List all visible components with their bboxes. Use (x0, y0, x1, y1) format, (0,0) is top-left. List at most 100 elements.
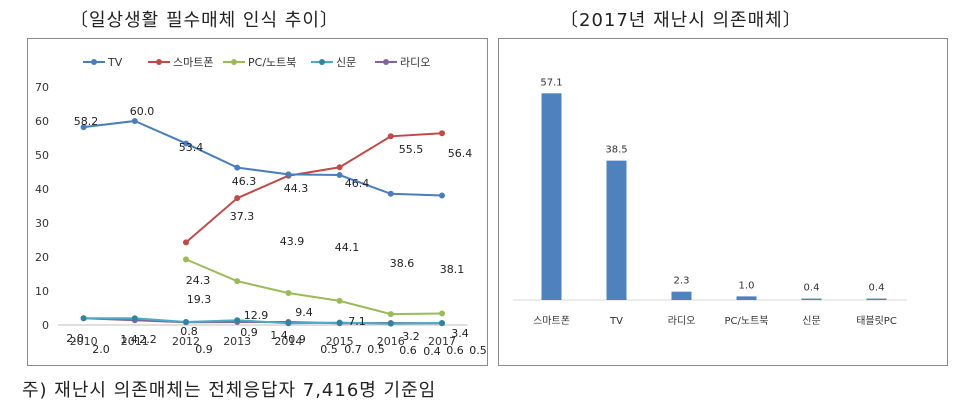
data-label: 46.4 (345, 177, 370, 190)
bar-chart: 57.1 스마트폰 38.5 TV 2.3 라디오 1.0 PC/노트북 0.4 신문 0.4 태블릿… (513, 77, 907, 327)
data-point (439, 310, 445, 317)
y-tick-label: 10 (35, 285, 49, 298)
legend-marker (156, 59, 162, 65)
data-point (439, 192, 445, 199)
x-tick-label: 2010 (70, 335, 98, 348)
data-label: 19.3 (187, 293, 212, 306)
y-tick-label: 40 (35, 183, 49, 196)
data-label: 0.9 (240, 326, 258, 339)
data-label: 38.6 (390, 257, 415, 270)
bar-category-label: 스마트폰 (533, 315, 570, 327)
data-label: 3.4 (451, 327, 469, 340)
data-point (387, 320, 394, 327)
y-tick-label: 30 (35, 217, 49, 230)
bar-category-label: 태블릿PC (856, 315, 897, 327)
y-tick-label: 50 (35, 149, 49, 162)
bar-category-label: PC/노트북 (725, 315, 769, 327)
bar (866, 298, 887, 300)
x-tick-label: 2014 (274, 335, 302, 348)
legend-marker (383, 59, 389, 65)
data-label: 3.2 (402, 330, 420, 343)
bar-value-label: 0.4 (804, 283, 820, 294)
x-tick-label: 2016 (377, 335, 405, 348)
y-tick-label: 70 (35, 81, 49, 94)
bar (801, 298, 822, 300)
bar-category-label: TV (609, 316, 623, 327)
data-label: 44.3 (284, 182, 309, 195)
data-label: 0.4 (423, 345, 441, 358)
bar-value-label: 1.0 (739, 280, 755, 291)
legend-label: PC/노트북 (248, 56, 296, 69)
data-label: 1.4 (120, 333, 138, 346)
x-tick-label: 2012 (172, 335, 200, 348)
data-label: 2.0 (92, 343, 110, 356)
data-label: 7.1 (348, 315, 366, 328)
data-point (131, 118, 138, 124)
x-tick-label: 2011 (121, 335, 149, 348)
legend-label: 신문 (336, 56, 356, 69)
data-point (439, 130, 445, 137)
data-label: 60.0 (130, 105, 155, 118)
bar-value-label: 0.4 (869, 283, 885, 294)
data-point (183, 239, 189, 246)
data-point (234, 278, 241, 285)
y-tick-label: 20 (35, 251, 49, 264)
legend-label: TV (107, 56, 123, 69)
x-tick-label: 2015 (326, 335, 354, 348)
bar-value-label: 38.5 (605, 145, 627, 156)
data-label: 0.5 (320, 343, 338, 356)
data-point (285, 320, 292, 327)
data-label: 2.0 (66, 332, 84, 345)
data-label: 46.3 (232, 175, 257, 188)
data-label: 0.6 (446, 344, 464, 357)
legend-marker (231, 59, 237, 65)
data-point (387, 311, 394, 318)
data-point (234, 164, 241, 171)
data-point (131, 315, 138, 322)
bar (736, 296, 757, 300)
data-label: 56.4 (448, 147, 473, 160)
data-point (285, 290, 292, 297)
series-line (83, 119, 443, 197)
bar-chart-panel: 57.1 스마트폰 38.5 TV 2.3 라디오 1.0 PC/노트북 0.4 신문 0.4 태블릿… (498, 38, 948, 366)
y-tick-label: 0 (42, 319, 49, 332)
data-label: 12.9 (244, 309, 269, 322)
data-point (336, 164, 343, 171)
data-point (285, 171, 292, 178)
data-point (387, 190, 394, 197)
legend-marker (319, 59, 325, 65)
data-label: 0.5 (367, 343, 385, 356)
bar-value-label: 57.1 (540, 77, 562, 88)
data-label: 37.3 (230, 210, 255, 223)
data-point (336, 297, 343, 304)
data-label: 0.6 (399, 344, 417, 357)
legend-label: 스마트폰 (173, 56, 213, 69)
data-point (336, 172, 343, 179)
bar (541, 93, 562, 300)
footnote: 주) 재난시 의존매체는 전체응답자 7,416명 기준임 (22, 380, 437, 401)
data-label: 9.4 (295, 306, 313, 319)
data-point (439, 319, 445, 326)
data-point (80, 124, 87, 131)
data-label: 58.2 (74, 115, 99, 128)
left-chart-title: 〔일상생활 필수매체 인식 추이〕 (70, 10, 339, 31)
data-label: 55.5 (399, 143, 424, 156)
data-label: 2.2 (139, 333, 157, 346)
bar-category-label: 라디오 (668, 315, 696, 327)
data-label: 0.5 (469, 344, 487, 357)
data-point (183, 140, 189, 147)
data-point (387, 133, 394, 140)
line-chart-panel: 0 10 20 30 40 50 60 70 2010 2011 2012 2013 2014 2015 2… (27, 38, 488, 366)
data-point (80, 315, 87, 322)
series-line (185, 132, 443, 244)
data-point (234, 317, 241, 324)
data-label: 0.9 (288, 333, 306, 346)
bar (606, 160, 627, 300)
data-label: 53.4 (179, 141, 204, 154)
data-label: 0.8 (180, 325, 198, 338)
data-point (234, 195, 241, 202)
data-label: 44.1 (335, 241, 360, 254)
legend-marker (91, 59, 97, 65)
data-label: 24.3 (186, 274, 211, 287)
y-tick-label: 60 (35, 115, 49, 128)
